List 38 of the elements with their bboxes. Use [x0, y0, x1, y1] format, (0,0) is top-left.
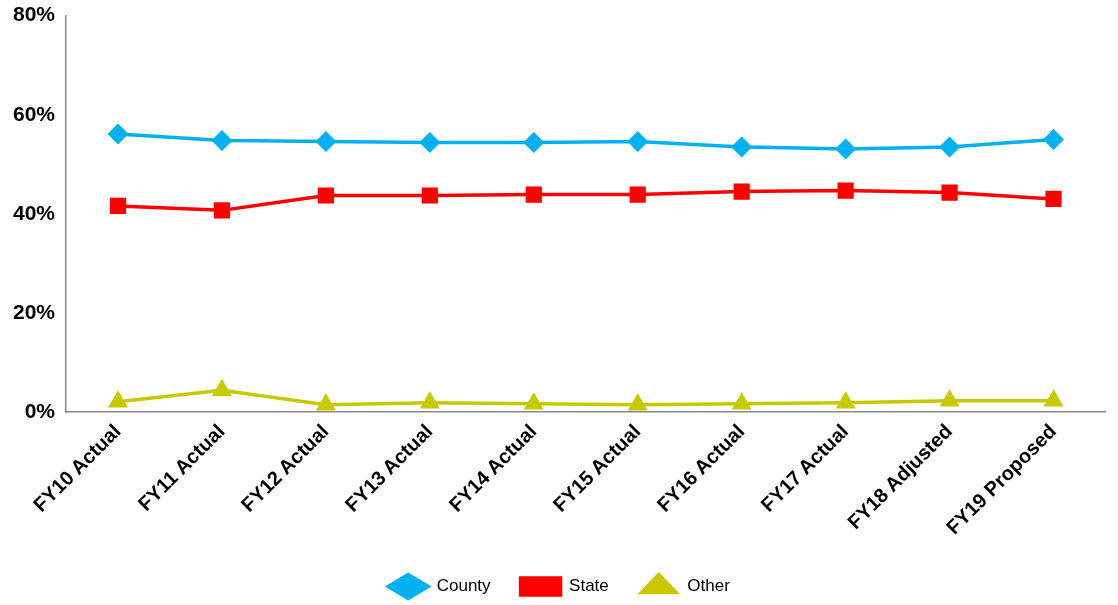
point — [731, 137, 752, 157]
y-tick-label: 20% — [13, 299, 56, 323]
y-tick-label: 0% — [24, 398, 56, 422]
point — [940, 390, 959, 407]
point — [524, 132, 544, 153]
point — [629, 186, 646, 203]
point — [733, 393, 751, 410]
legend-label: County — [436, 576, 492, 596]
point — [835, 139, 856, 159]
y-tick-label: 60% — [13, 101, 56, 125]
point — [836, 392, 855, 409]
point — [525, 186, 542, 203]
point — [421, 187, 438, 204]
point — [317, 394, 335, 411]
point — [109, 197, 127, 215]
y-tick-label: 40% — [13, 200, 56, 224]
point — [525, 393, 543, 410]
legend-label: Other — [687, 576, 731, 596]
point — [421, 392, 439, 409]
point — [733, 183, 750, 200]
point — [627, 131, 648, 152]
point — [1043, 129, 1064, 150]
legend-label: State — [569, 576, 609, 596]
y-tick-label: 80% — [13, 2, 56, 26]
point — [108, 124, 128, 144]
point — [1045, 190, 1062, 208]
point — [212, 130, 232, 151]
point — [1044, 390, 1063, 407]
point — [109, 391, 127, 408]
point — [316, 131, 336, 152]
point — [629, 394, 647, 411]
point — [837, 182, 854, 199]
point — [941, 184, 958, 201]
point — [939, 137, 960, 157]
point — [213, 202, 231, 219]
point — [317, 187, 335, 204]
point — [212, 378, 232, 397]
point — [420, 132, 440, 153]
